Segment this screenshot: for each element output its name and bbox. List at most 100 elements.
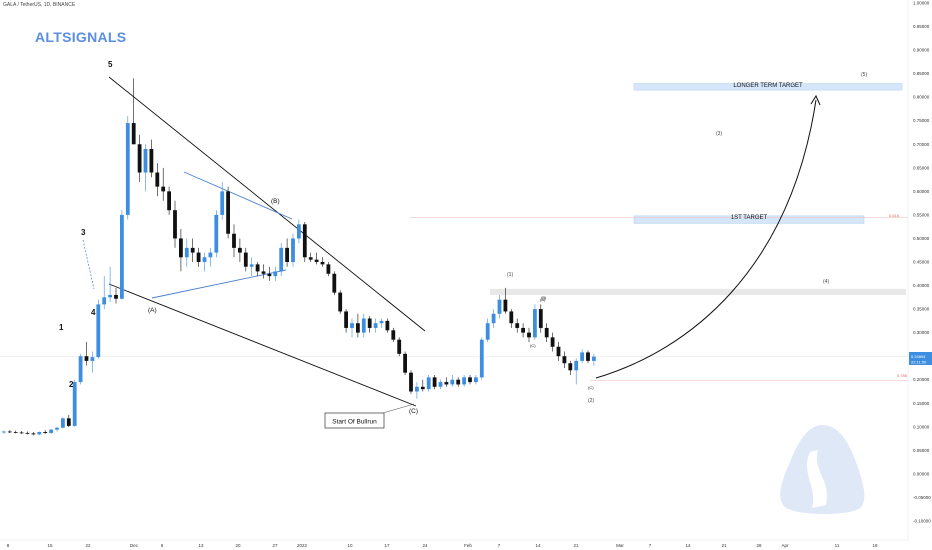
candle-body	[285, 247, 289, 262]
x-tick-label: Dec	[130, 543, 139, 548]
fib-618-label: 0.618	[889, 213, 900, 218]
candle-body	[37, 431, 42, 435]
candle-body	[332, 273, 337, 293]
candle-body	[226, 191, 230, 234]
candle-body	[184, 247, 189, 258]
candle-body	[202, 257, 207, 262]
candle-body	[84, 356, 89, 361]
x-tick-label: 8	[7, 543, 10, 548]
candle-body	[55, 427, 59, 430]
candle-body	[574, 360, 579, 371]
start-of-bullrun-callout: Start Of Bullrun	[324, 403, 415, 429]
wave-label-mini-b: (B)	[541, 295, 547, 300]
triangle-upper-line	[183, 171, 293, 220]
lower-wedge-line	[108, 283, 417, 407]
candle-body	[2, 431, 6, 433]
upper-wedge-line	[108, 76, 426, 332]
candle-body	[214, 214, 219, 253]
x-tick-label: Feb	[464, 543, 472, 548]
candle-body	[308, 257, 313, 260]
candle-body	[7, 431, 12, 433]
candle-body	[509, 311, 514, 324]
candle-body	[179, 238, 183, 258]
candle-body	[497, 299, 502, 314]
first-target-label: 1ST TARGET	[731, 215, 768, 221]
candle-body	[397, 339, 402, 354]
y-tick-label: 0.85000	[913, 71, 930, 76]
lines-layer	[0, 76, 908, 407]
y-tick-label: 0.05000	[913, 448, 930, 453]
y-tick-label: 0.00000	[913, 471, 930, 476]
candle-body	[444, 382, 449, 385]
candle-body	[220, 191, 225, 215]
x-tick-label: 18	[872, 543, 878, 548]
candle-body	[350, 323, 354, 328]
watermark-logo-icon	[780, 425, 865, 514]
candle-body	[155, 172, 160, 187]
candle-body	[367, 318, 372, 328]
candle-body	[72, 382, 77, 426]
candle-body	[125, 123, 130, 215]
candle-body	[173, 210, 177, 239]
candle-body	[196, 252, 201, 262]
wave-label-4: 4	[91, 308, 96, 317]
candle-body	[61, 418, 65, 428]
triangle-lower-line	[151, 269, 287, 299]
y-tick-label: -0.05000	[913, 495, 931, 500]
y-tick-label: 0.70000	[913, 142, 930, 147]
candle-body	[167, 191, 171, 211]
x-tick-label: 22	[85, 543, 91, 548]
target-zone	[490, 288, 906, 295]
zones-layer	[490, 83, 906, 295]
candle-body	[279, 247, 284, 272]
x-tick-label: 24	[422, 543, 428, 548]
candle-body	[161, 186, 166, 192]
y-tick-label: 0.80000	[913, 95, 930, 100]
candle-body	[249, 264, 254, 267]
x-tick-label: 15	[47, 543, 53, 548]
candle-body	[78, 356, 83, 383]
projection-curve	[595, 99, 817, 379]
candle-body	[544, 327, 549, 338]
wave-label-b: (B)	[271, 198, 280, 205]
candle-body	[208, 252, 213, 258]
y-tick-label: 0.40000	[913, 283, 930, 288]
candle-body	[580, 352, 584, 361]
y-tick-label: 0.10000	[913, 424, 930, 429]
wave-label-2: 2	[69, 380, 74, 389]
wave-label-sub5: (5)	[861, 72, 867, 78]
candle-body	[297, 224, 301, 239]
candle-body	[586, 352, 590, 361]
candles-layer	[2, 78, 596, 436]
x-tick-label: 27	[272, 543, 278, 548]
candle-body	[238, 247, 242, 253]
x-tick-label: 17	[384, 543, 390, 548]
candle-body	[43, 431, 48, 433]
candle-body	[232, 233, 236, 248]
y-tick-label: 0.95000	[913, 24, 930, 29]
wave-label-sub3: (3)	[716, 131, 722, 137]
brand-logo-text: ALTSIGNALS	[35, 29, 126, 45]
x-tick-label: Mar	[616, 543, 624, 548]
candle-body	[273, 271, 278, 277]
candle-body	[338, 292, 343, 312]
x-tick-label: 11	[835, 543, 840, 548]
candle-body	[379, 320, 384, 324]
target-zone	[633, 215, 865, 224]
candle-body	[420, 386, 425, 390]
candle-body	[391, 330, 396, 340]
y-tick-label: 0.30000	[913, 330, 930, 335]
candle-body	[326, 264, 331, 274]
x-tick-label: 14	[535, 543, 541, 548]
candle-body	[533, 309, 537, 338]
x-tick-label: 10	[347, 543, 353, 548]
callout-text: Start Of Bullrun	[332, 419, 377, 426]
candle-body	[143, 148, 148, 173]
candle-body	[96, 304, 101, 358]
candle-body	[415, 386, 419, 392]
candle-body	[261, 271, 266, 274]
candle-body	[25, 432, 30, 434]
last-price-text: 0.24894	[911, 354, 926, 359]
x-tick-label: 21	[721, 543, 727, 548]
